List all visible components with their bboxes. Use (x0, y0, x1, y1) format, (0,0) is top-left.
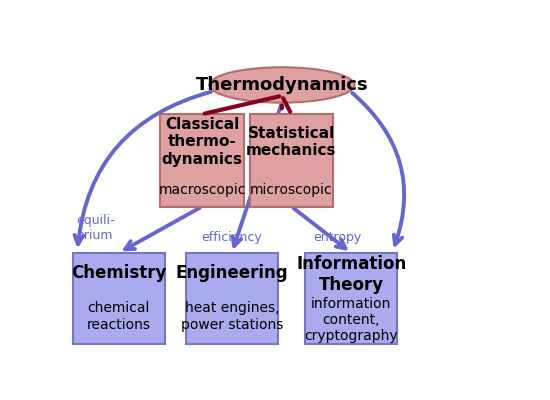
Text: Thermodynamics: Thermodynamics (196, 76, 368, 94)
Text: Engineering: Engineering (175, 264, 288, 282)
Text: Classical
thermo-
dynamics: Classical thermo- dynamics (162, 117, 243, 167)
Text: chemical
reactions: chemical reactions (87, 301, 151, 332)
Text: information
content,
cryptography: information content, cryptography (304, 297, 398, 343)
FancyBboxPatch shape (186, 253, 278, 344)
Text: Chemistry: Chemistry (71, 264, 167, 282)
FancyBboxPatch shape (161, 114, 244, 207)
Text: equili-
brium: equili- brium (76, 214, 114, 242)
Text: microscopic: microscopic (250, 183, 333, 197)
Text: Statistical
mechanics: Statistical mechanics (246, 126, 337, 158)
Text: heat engines,
power stations: heat engines, power stations (180, 301, 283, 332)
Ellipse shape (210, 67, 354, 103)
FancyBboxPatch shape (250, 114, 333, 207)
Text: macroscopic: macroscopic (158, 183, 246, 197)
Text: entropy: entropy (313, 231, 361, 244)
Text: Information
Theory: Information Theory (296, 255, 406, 294)
FancyBboxPatch shape (305, 253, 397, 344)
Text: efficiency: efficiency (202, 231, 262, 244)
FancyBboxPatch shape (73, 253, 164, 344)
